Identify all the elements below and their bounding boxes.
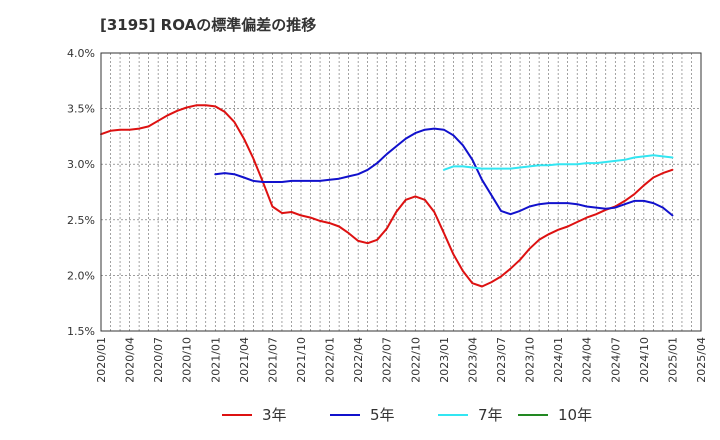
plot-area: [101, 53, 701, 331]
series-line-3年: [100, 104, 674, 288]
y-tick-label: 1.5%: [67, 325, 95, 338]
chart-title: [3195] ROAの標準偏差の推移: [100, 16, 317, 34]
legend-swatch: [518, 413, 548, 416]
x-tick-label: 2025/01: [666, 337, 679, 383]
y-tick-label: 2.0%: [67, 269, 95, 282]
legend-label: 10年: [558, 406, 593, 424]
x-tick-label: 2023/01: [438, 337, 451, 383]
legend-item: 7年: [438, 404, 503, 425]
y-tick-label: 4.0%: [67, 47, 95, 60]
x-tick-label: 2020/10: [181, 337, 194, 383]
x-tick-label: 2022/04: [352, 337, 365, 383]
legend-item: 5年: [330, 404, 395, 425]
x-tick-label: 2023/07: [495, 337, 508, 383]
x-tick-label: 2025/04: [695, 337, 708, 383]
legend-label: 7年: [478, 406, 503, 424]
series-line-7年: [442, 154, 674, 171]
series-line-5年: [214, 127, 674, 217]
legend: 3年 5年 7年 10年: [0, 404, 720, 426]
legend-swatch: [438, 413, 468, 416]
x-tick-label: 2022/07: [381, 337, 394, 383]
legend-item: 3年: [222, 404, 287, 425]
x-tick-label: 2024/04: [581, 337, 594, 383]
x-tick-label: 2022/01: [324, 337, 337, 383]
x-tick-label: 2021/01: [209, 337, 222, 383]
legend-label: 5年: [370, 406, 395, 424]
y-tick-label: 2.5%: [67, 214, 95, 227]
plot-border: [100, 52, 702, 332]
x-tick-label: 2023/10: [524, 337, 537, 383]
legend-swatch: [330, 413, 360, 416]
x-tick-label: 2021/04: [238, 337, 251, 383]
legend-swatch: [222, 413, 252, 416]
x-tick-label: 2020/04: [124, 337, 137, 383]
x-tick-label: 2024/10: [638, 337, 651, 383]
x-tick-label: 2024/07: [609, 337, 622, 383]
x-tick-label: 2022/10: [409, 337, 422, 383]
x-tick-label: 2020/01: [95, 337, 108, 383]
legend-label: 3年: [262, 406, 287, 424]
y-tick-label: 3.5%: [67, 103, 95, 116]
y-tick-label: 3.0%: [67, 158, 95, 171]
x-tick-label: 2021/07: [266, 337, 279, 383]
x-tick-label: 2020/07: [152, 337, 165, 383]
legend-item: 10年: [518, 404, 592, 425]
x-tick-label: 2024/01: [552, 337, 565, 383]
x-tick-label: 2021/10: [295, 337, 308, 383]
x-tick-label: 2023/04: [466, 337, 479, 383]
